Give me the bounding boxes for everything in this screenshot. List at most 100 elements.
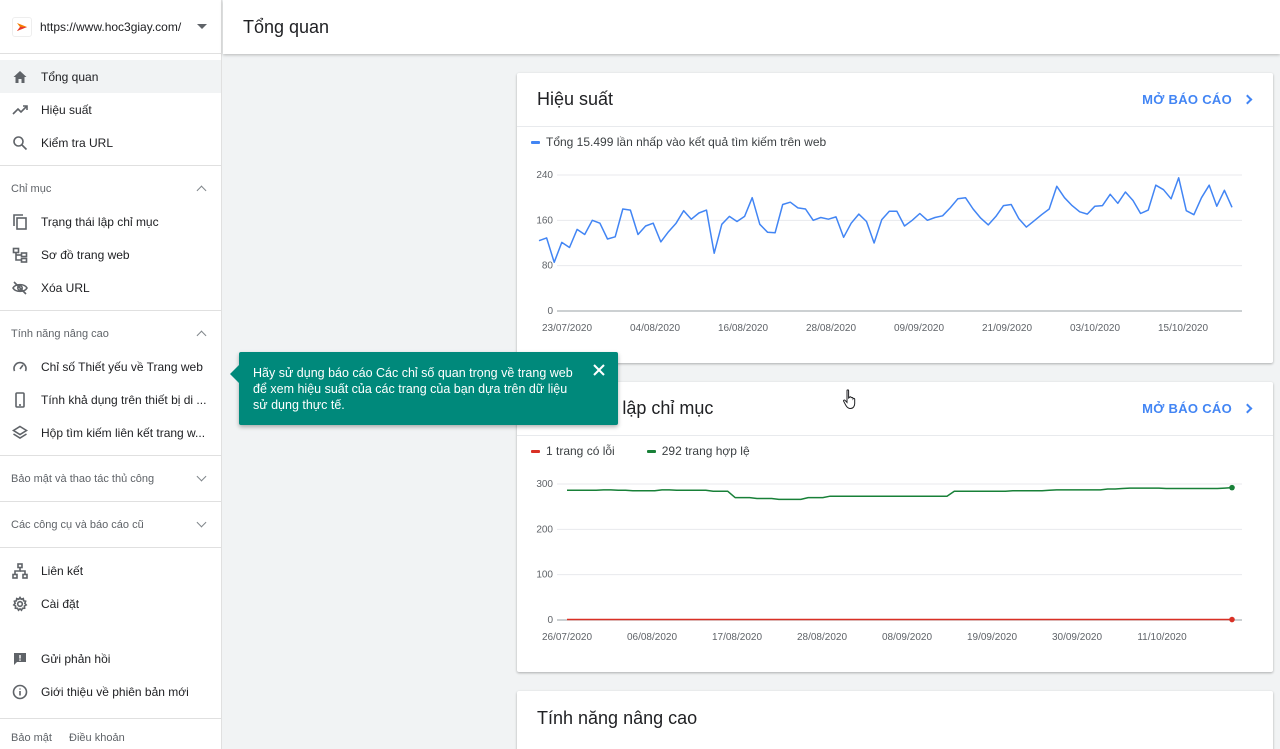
x-tick-label: 11/10/2020 [1137,632,1187,643]
section-index-toggle[interactable]: Chỉ mục [0,172,221,205]
legend-item-errors[interactable]: 1 trang có lỗi [531,444,615,458]
sidebar-item-removals[interactable]: Xóa URL [0,271,221,304]
gear-icon [12,595,28,612]
sidebar-item-links[interactable]: Liên kết [0,554,221,587]
x-tick-label: 17/08/2020 [712,632,762,643]
chevron-up-icon [196,330,207,341]
terms-link[interactable]: Điều khoản [69,732,125,744]
legend-swatch [531,449,540,453]
sidebar-footer: Bảo mật Điều khoản [11,732,139,744]
sidebar-item-label: Kiểm tra URL [41,135,114,150]
sidebar-item-core-web-vitals[interactable]: Chỉ số Thiết yếu về Trang web [0,350,221,383]
x-tick-label: 03/10/2020 [1070,323,1120,334]
open-report-label: MỞ BÁO CÁO [1142,92,1232,107]
feedback-icon [12,651,28,667]
section-legacy-toggle[interactable]: Các công cụ và báo cáo cũ [0,508,221,541]
site-logo-icon [12,16,32,37]
property-selector[interactable]: https://www.hoc3giay.com/ [0,0,221,54]
sidebar-item-settings[interactable]: Cài đặt [0,587,221,620]
card-title: Tính năng nâng cao [537,707,698,728]
performance-chart: 0 80 160 240 23/07/2020 04/08/2020 16/08/2020 2… [517,153,1273,363]
sidebar-item-coverage[interactable]: Trạng thái lập chỉ mục [0,205,221,238]
open-performance-report-button[interactable]: MỞ BÁO CÁO [1142,92,1253,107]
coverage-chart: 0 100 200 300 26/07/2020 06/08/2020 17/08/2020… [517,462,1273,672]
section-title: Chỉ mục [11,182,52,195]
open-coverage-report-button[interactable]: MỞ BÁO CÁO [1142,401,1253,416]
y-tick-label: 200 [536,524,553,535]
chevron-right-icon [1242,94,1253,105]
card-title: Hiệu suất [537,89,614,109]
sidebar-item-label: Chỉ số Thiết yếu về Trang web [41,359,203,374]
sidebar-item-sitelinks-searchbox[interactable]: Hộp tìm kiếm liên kết trang w... [0,416,221,449]
legend-label: 1 trang có lỗi [546,444,615,458]
layers-icon [12,425,28,441]
x-tick-label: 06/08/2020 [627,632,677,643]
chevron-right-icon [1242,403,1253,414]
sidebar-item-label: Liên kết [41,563,84,578]
x-tick-label: 23/07/2020 [542,323,592,334]
trending-up-icon [12,102,28,118]
sidebar-item-label: Hộp tìm kiếm liên kết trang w... [41,425,206,440]
enhancements-card: Tính năng nâng cao [517,691,1273,749]
sidebar-item-performance[interactable]: Hiệu suất [0,93,221,126]
sidebar-item-label: Cài đặt [41,596,80,611]
chevron-up-icon [196,185,207,196]
privacy-link[interactable]: Bảo mật [11,732,52,744]
property-url: https://www.hoc3giay.com/ [40,19,182,34]
sidebar-item-overview[interactable]: Tổng quan [0,60,221,93]
performance-chart-svg: 0 80 160 240 23/07/2020 04/08/2020 16/08/2020 2… [536,170,1242,334]
sidebar-item-about-new-version[interactable]: Giới thiệu về phiên bản mới [0,675,221,708]
tooltip-text: Hãy sử dụng báo cáo Các chỉ số quan trọn… [253,366,573,412]
pages-icon [12,213,28,230]
section-title: Các công cụ và báo cáo cũ [11,518,144,531]
sidebar-item-label: Gửi phản hồi [41,651,111,666]
section-security-toggle[interactable]: Bảo mật và thao tác thủ công [0,462,221,495]
x-tick-label: 16/08/2020 [718,323,768,334]
close-icon[interactable] [592,363,606,377]
series-line-1 [567,486,1233,501]
card-header: Tính năng nâng cao [517,691,1273,745]
sidebar-item-mobile-usability[interactable]: Tính khả dụng trên thiết bị di ... [0,383,221,416]
divider [0,501,221,502]
x-tick-label: 08/09/2020 [882,632,932,643]
home-icon [12,69,28,85]
divider [0,455,221,456]
x-tick-label: 21/09/2020 [982,323,1032,334]
search-icon [12,135,28,151]
sidebar: https://www.hoc3giay.com/ Tổng quan Hiệu… [0,0,222,749]
y-tick-label: 240 [536,170,553,181]
x-tick-label: 28/08/2020 [806,323,856,334]
section-enhancements-toggle[interactable]: Tính năng nâng cao [0,317,221,350]
speed-gauge-icon [12,359,28,375]
info-icon [12,684,28,700]
sidebar-item-sitemaps[interactable]: Sơ đồ trang web [0,238,221,271]
performance-card: Hiệu suất MỞ BÁO CÁO Tổng 15.499 lần nhấ… [517,73,1273,363]
sidebar-item-feedback[interactable]: Gửi phản hồi [0,642,221,675]
chevron-down-icon [196,471,207,482]
legend-label: 292 trang hợp lệ [661,444,750,458]
y-tick-label: 160 [536,215,553,226]
chevron-down-icon [196,517,207,528]
x-tick-label: 28/08/2020 [797,632,847,643]
sidebar-item-url-inspection[interactable]: Kiểm tra URL [0,126,221,159]
coverage-chart-svg: 0 100 200 300 26/07/2020 06/08/2020 17/08/2020… [536,479,1242,643]
y-tick-label: 0 [547,306,553,317]
x-tick-label: 04/08/2020 [630,323,680,334]
core-web-vitals-tooltip: Hãy sử dụng báo cáo Các chỉ số quan trọn… [230,352,618,425]
x-tick-label: 19/09/2020 [967,632,1017,643]
eye-off-icon [12,280,28,296]
y-tick-label: 300 [536,479,553,490]
hand-cursor-icon [843,389,856,410]
y-tick-label: 0 [547,615,553,626]
sitemap-icon [12,247,28,263]
sidebar-item-label: Xóa URL [41,280,90,295]
x-tick-label: 30/09/2020 [1052,632,1102,643]
chevron-down-icon[interactable] [197,24,207,29]
legend-item-valid[interactable]: 292 trang hợp lệ [646,444,750,458]
x-tick-label: 26/07/2020 [542,632,592,643]
legend-item-clicks[interactable]: Tổng 15.499 lần nhấp vào kết quả tìm kiế… [531,135,826,149]
section-title: Bảo mật và thao tác thủ công [11,472,155,485]
x-tick-label: 09/09/2020 [894,323,944,334]
x-tick-label: 15/10/2020 [1158,323,1208,334]
section-title: Tính năng nâng cao [11,327,109,340]
